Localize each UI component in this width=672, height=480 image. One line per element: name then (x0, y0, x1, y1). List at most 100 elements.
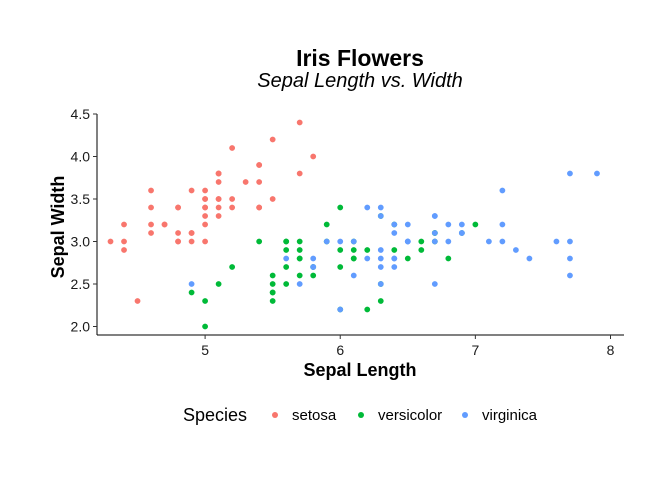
point-virginica (350, 272, 357, 279)
point-virginica (567, 255, 573, 262)
point-virginica (499, 221, 506, 228)
point-setosa (121, 221, 127, 228)
point-virginica (391, 230, 398, 236)
point-versicolor (202, 298, 209, 304)
point-setosa (215, 170, 222, 177)
point-versicolor (202, 323, 209, 330)
point-setosa (296, 170, 303, 177)
point-virginica (445, 238, 452, 245)
point-versicolor (188, 289, 195, 296)
point-versicolor (296, 255, 303, 262)
point-setosa (215, 179, 222, 185)
point-versicolor (283, 247, 290, 253)
point-virginica (377, 247, 384, 253)
point-setosa (202, 204, 209, 211)
point-virginica (458, 221, 465, 228)
x-axis-title: Sepal Length (303, 360, 416, 380)
legend-marker-virginica (462, 412, 468, 418)
point-setosa (188, 187, 195, 194)
point-versicolor (337, 247, 344, 253)
point-setosa (121, 238, 127, 245)
point-virginica (377, 264, 384, 270)
y-tick-label: 3.0 (71, 234, 91, 250)
point-virginica (283, 255, 290, 262)
point-virginica (337, 306, 344, 313)
point-setosa (148, 187, 154, 194)
point-versicolor (215, 281, 222, 287)
point-virginica (431, 281, 438, 287)
point-virginica (391, 221, 398, 228)
point-virginica (188, 281, 195, 287)
point-virginica (310, 264, 317, 270)
legend: Species setosa versicolor virginica (183, 405, 538, 425)
point-setosa (202, 213, 209, 219)
point-setosa (148, 221, 154, 228)
point-versicolor (229, 264, 236, 270)
point-setosa (269, 136, 276, 143)
point-setosa (229, 196, 236, 202)
point-virginica (431, 230, 438, 236)
point-versicolor (472, 221, 479, 228)
point-virginica (310, 255, 317, 262)
legend-marker-versicolor (358, 412, 364, 418)
point-setosa (215, 204, 222, 211)
y-tick-label: 3.5 (71, 191, 91, 207)
point-versicolor (269, 298, 276, 304)
point-virginica (337, 238, 344, 245)
point-setosa (188, 238, 195, 245)
point-setosa (202, 238, 209, 245)
point-virginica (323, 238, 330, 245)
point-versicolor (377, 298, 384, 304)
point-setosa (175, 204, 181, 211)
point-versicolor (404, 255, 411, 262)
point-virginica (512, 247, 519, 253)
point-versicolor (337, 264, 344, 270)
y-axis-title: Sepal Width (48, 176, 68, 279)
point-virginica (404, 238, 411, 245)
point-virginica (377, 255, 384, 262)
data-points (107, 119, 600, 330)
point-virginica (377, 204, 384, 211)
chart-title: Iris Flowers (296, 45, 424, 71)
point-virginica (350, 238, 357, 245)
point-versicolor (445, 255, 452, 262)
chart-subtitle: Sepal Length vs. Width (257, 70, 463, 92)
point-setosa (134, 298, 141, 304)
point-versicolor (418, 247, 425, 253)
point-setosa (148, 230, 154, 236)
y-tick-label: 4.5 (71, 106, 91, 122)
legend-label-setosa: setosa (292, 407, 337, 424)
point-virginica (526, 255, 533, 262)
point-virginica (594, 170, 600, 177)
point-virginica (431, 213, 438, 219)
legend-marker-setosa (272, 412, 278, 418)
point-virginica (445, 221, 452, 228)
point-virginica (364, 204, 371, 211)
legend-label-versicolor: versicolor (378, 407, 442, 424)
point-virginica (458, 230, 465, 236)
point-setosa (215, 213, 222, 219)
point-setosa (269, 196, 276, 202)
point-versicolor (269, 289, 276, 296)
x-tick-label: 6 (336, 342, 344, 358)
point-versicolor (269, 272, 276, 279)
point-setosa (175, 230, 181, 236)
point-virginica (377, 213, 384, 219)
legend-label-virginica: virginica (482, 407, 538, 424)
point-setosa (161, 221, 168, 228)
point-virginica (485, 238, 492, 245)
point-setosa (175, 238, 181, 245)
point-setosa (256, 162, 263, 168)
point-setosa (256, 179, 263, 185)
point-virginica (567, 238, 573, 245)
point-virginica (391, 264, 398, 270)
x-tick-label: 7 (471, 342, 479, 358)
point-versicolor (350, 247, 357, 253)
point-virginica (296, 281, 303, 287)
point-virginica (553, 238, 560, 245)
point-setosa (202, 221, 209, 228)
point-virginica (364, 255, 371, 262)
point-versicolor (323, 221, 330, 228)
point-versicolor (418, 238, 425, 245)
point-versicolor (310, 272, 317, 279)
